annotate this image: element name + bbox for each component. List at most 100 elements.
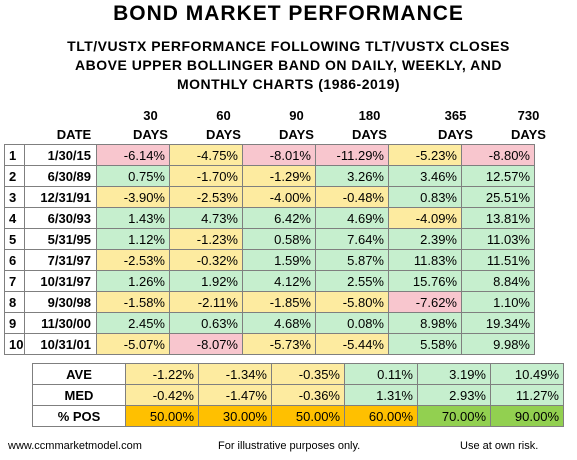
row-number: 5 xyxy=(4,228,25,250)
return-cell: 11.83% xyxy=(388,249,462,271)
table-row: 9 11/30/00 2.45% 0.63% 4.68% 0.08% 8.98% 19.34% xyxy=(4,312,535,334)
header-period-60: 60 xyxy=(216,108,231,123)
row-number: 1 xyxy=(4,144,25,166)
summary-cell: 70.00% xyxy=(417,405,491,427)
return-cell: -8.01% xyxy=(242,144,316,166)
summary-cell: 2.93% xyxy=(417,384,491,406)
return-cell: -2.53% xyxy=(169,186,243,208)
summary-label: AVE xyxy=(32,363,126,385)
return-cell: 0.75% xyxy=(96,165,170,187)
return-cell: 12.57% xyxy=(461,165,535,187)
summary-cell: 11.27% xyxy=(490,384,564,406)
row-date: 6/30/93 xyxy=(24,207,97,229)
table-row: 2 6/30/89 0.75% -1.70% -1.29% 3.26% 3.46% 12.57… xyxy=(4,165,535,187)
return-cell: 4.69% xyxy=(315,207,389,229)
summary-cell: 50.00% xyxy=(271,405,345,427)
return-cell: 19.34% xyxy=(461,312,535,334)
return-cell: 4.12% xyxy=(242,270,316,292)
summary-cell: -0.36% xyxy=(271,384,345,406)
row-date: 9/30/98 xyxy=(24,291,97,313)
table-row: 3 12/31/91 -3.90% -2.53% -4.00% -0.48% 0.83% 25… xyxy=(4,186,535,208)
summary-cell: 3.19% xyxy=(417,363,491,385)
return-cell: -2.11% xyxy=(169,291,243,313)
row-number: 2 xyxy=(4,165,25,187)
summary-cell: -1.22% xyxy=(125,363,199,385)
header-unit-90: DAYS xyxy=(279,127,314,142)
table-row: 10 10/31/01 -5.07% -8.07% -5.73% -5.44% 5.58% 9… xyxy=(4,333,535,355)
return-cell: 11.51% xyxy=(461,249,535,271)
return-cell: -5.44% xyxy=(315,333,389,355)
header-period-90: 90 xyxy=(289,108,304,123)
summary-row: % POS 50.00% 30.00% 50.00% 60.00% 70.00% 90.00… xyxy=(32,405,564,427)
header-unit-30: DAYS xyxy=(133,127,168,142)
table-row: 1 1/30/15 -6.14% -4.75% -8.01% -11.29% -5.23% -… xyxy=(4,144,535,166)
return-cell: -7.62% xyxy=(388,291,462,313)
summary-cell: 1.31% xyxy=(344,384,418,406)
row-number: 9 xyxy=(4,312,25,334)
row-date: 1/30/15 xyxy=(24,144,97,166)
return-cell: 1.59% xyxy=(242,249,316,271)
return-cell: -8.07% xyxy=(169,333,243,355)
page-title: BOND MARKET PERFORMANCE xyxy=(113,2,464,25)
row-number: 10 xyxy=(4,333,25,355)
return-cell: 1.92% xyxy=(169,270,243,292)
table-row: 6 7/31/97 -2.53% -0.32% 1.59% 5.87% 11.83% 11.5… xyxy=(4,249,535,271)
return-cell: -0.32% xyxy=(169,249,243,271)
return-cell: -4.00% xyxy=(242,186,316,208)
return-cell: 2.45% xyxy=(96,312,170,334)
subtitle-line-1: TLT/VUSTX PERFORMANCE FOLLOWING TLT/VUST… xyxy=(67,38,510,54)
return-cell: 1.12% xyxy=(96,228,170,250)
summary-row: AVE -1.22% -1.34% -0.35% 0.11% 3.19% 10.49% xyxy=(32,363,564,385)
return-cell: -1.29% xyxy=(242,165,316,187)
row-date: 11/30/00 xyxy=(24,312,97,334)
return-cell: -5.23% xyxy=(388,144,462,166)
return-cell: 8.84% xyxy=(461,270,535,292)
return-cell: -0.48% xyxy=(315,186,389,208)
return-cell: 4.73% xyxy=(169,207,243,229)
row-date: 7/31/97 xyxy=(24,249,97,271)
summary-cell: -1.34% xyxy=(198,363,272,385)
row-number: 7 xyxy=(4,270,25,292)
row-date: 10/31/97 xyxy=(24,270,97,292)
table-row: 8 9/30/98 -1.58% -2.11% -1.85% -5.80% -7.62% 1.… xyxy=(4,291,535,313)
return-cell: -1.23% xyxy=(169,228,243,250)
footer-disclaimer: For illustrative purposes only. xyxy=(218,440,361,452)
return-cell: 0.83% xyxy=(388,186,462,208)
row-number: 8 xyxy=(4,291,25,313)
row-number: 6 xyxy=(4,249,25,271)
return-cell: 2.55% xyxy=(315,270,389,292)
summary-cell: -0.35% xyxy=(271,363,345,385)
return-cell: -4.09% xyxy=(388,207,462,229)
header-period-365: 365 xyxy=(444,108,467,123)
header-unit-180: DAYS xyxy=(352,127,387,142)
summary-label: % POS xyxy=(32,405,126,427)
return-cell: 1.43% xyxy=(96,207,170,229)
summary-cell: -0.42% xyxy=(125,384,199,406)
return-cell: 9.98% xyxy=(461,333,535,355)
return-cell: -3.90% xyxy=(96,186,170,208)
row-date: 5/31/95 xyxy=(24,228,97,250)
return-cell: 11.03% xyxy=(461,228,535,250)
summary-cell: 30.00% xyxy=(198,405,272,427)
return-cell: 3.26% xyxy=(315,165,389,187)
return-cell: -1.58% xyxy=(96,291,170,313)
header-period-30: 30 xyxy=(143,108,158,123)
return-cell: -5.80% xyxy=(315,291,389,313)
row-number: 4 xyxy=(4,207,25,229)
return-cell: 1.26% xyxy=(96,270,170,292)
row-number: 3 xyxy=(4,186,25,208)
return-cell: -5.73% xyxy=(242,333,316,355)
return-cell: 0.08% xyxy=(315,312,389,334)
return-cell: 4.68% xyxy=(242,312,316,334)
return-cell: -5.07% xyxy=(96,333,170,355)
row-date: 12/31/91 xyxy=(24,186,97,208)
return-cell: 0.63% xyxy=(169,312,243,334)
return-cell: 5.87% xyxy=(315,249,389,271)
subtitle-line-2: ABOVE UPPER BOLLINGER BAND ON DAILY, WEE… xyxy=(75,57,502,73)
summary-table-body: AVE -1.22% -1.34% -0.35% 0.11% 3.19% 10.49% MED… xyxy=(32,363,564,427)
return-cell: 1.10% xyxy=(461,291,535,313)
return-cell: 0.58% xyxy=(242,228,316,250)
table-row: 4 6/30/93 1.43% 4.73% 6.42% 4.69% -4.09% 13.81% xyxy=(4,207,535,229)
return-cell: -8.80% xyxy=(461,144,535,166)
summary-table: AVE -1.22% -1.34% -0.35% 0.11% 3.19% 10.49% MED… xyxy=(32,363,564,427)
